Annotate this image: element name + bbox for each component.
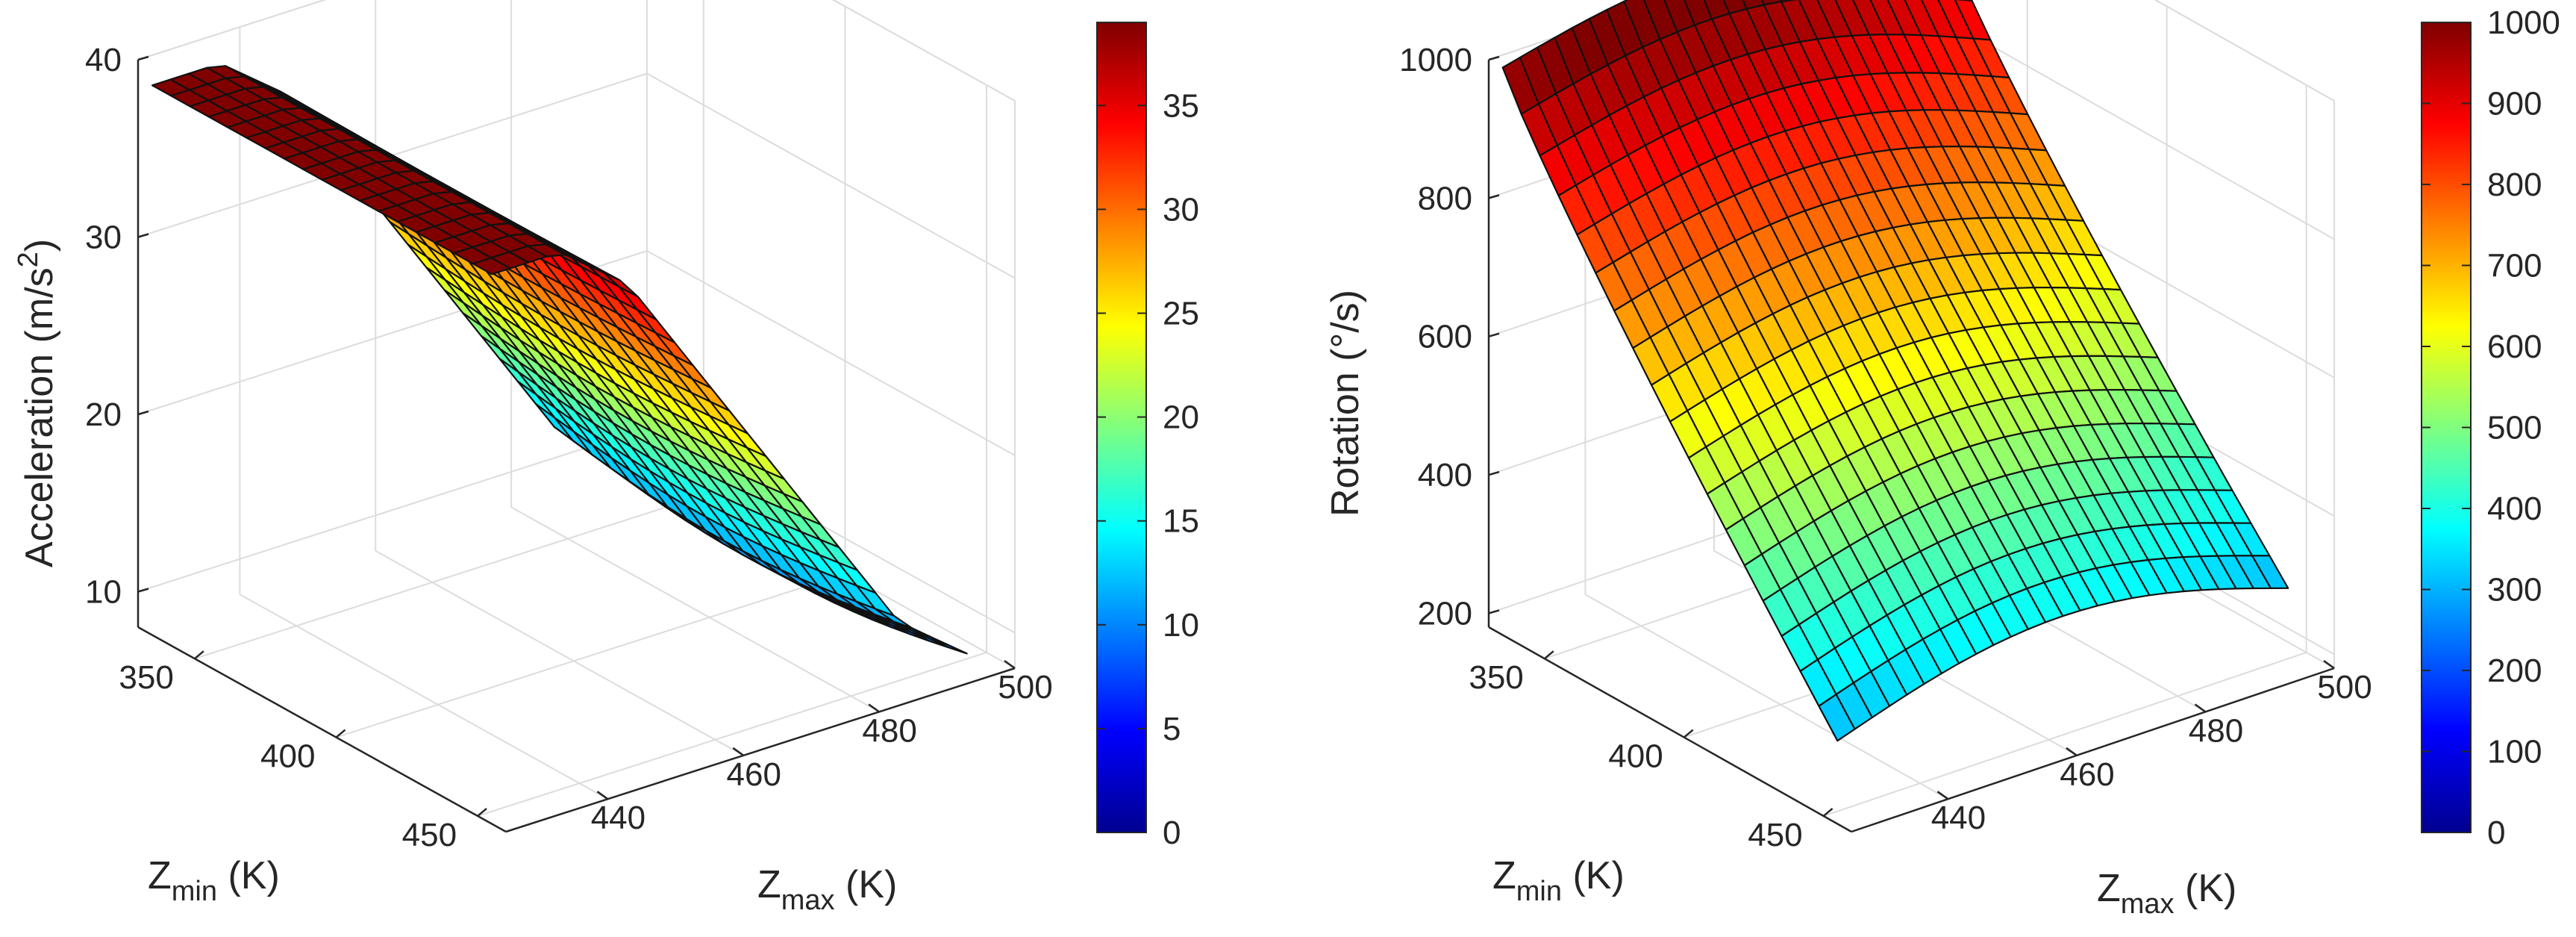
axes-lines [137,55,1016,833]
colorbar-ticks: 0 5 10 15 20 25 30 35 [1097,87,1199,851]
y-axis-label: Zmax (K) [757,863,897,916]
colorbar-tick-label: 30 [1163,191,1199,228]
z-axis-label: Acceleration (m/s2) [13,239,61,567]
x-axis-label: Zmin (K) [148,854,280,907]
x-axis-label: Zmin (K) [1492,854,1625,907]
colorbar-tick-label: 0 [1163,815,1181,851]
x-axis-line [137,626,507,833]
colorbar-tick-label: 200 [2487,653,2542,689]
tick-label: 400 [260,738,315,775]
colorbar-tick-label: 15 [1163,503,1199,540]
tick-labels: 10 20 30 40 350 400 450 440 460 480 500 [85,42,1053,853]
tick-label: 500 [2317,669,2372,706]
axes-lines [1487,55,2335,833]
tick-label: 450 [402,817,457,853]
tick-label: 400 [1608,738,1663,775]
surface-patch [472,257,511,276]
colorbar-tick-label: 10 [1163,607,1199,644]
surface-patch [1818,693,1856,742]
y-axis-line [1851,667,2335,833]
y-axis-label: Zmax (K) [2097,867,2236,920]
tick-label: 30 [85,220,122,256]
colorbar-tick-label: 25 [1163,295,1199,331]
colorbar-tick-label: 0 [2487,815,2505,851]
tick-labels: 200 400 600 800 1000 350 400 450 440 460 480 500 [1399,42,2372,853]
tick-label: 460 [727,756,781,793]
tick-label: 350 [119,659,173,696]
colorbar-tick-label: 35 [1163,87,1199,124]
colorbar-ticks: 0 100 200 300 400 500 600 700 800 900 1000 [2422,4,2560,851]
colorbar-tick-label: 800 [2487,166,2542,203]
tick-label: 460 [2060,756,2114,793]
surface-mesh [1501,0,2289,742]
tick-label: 480 [862,712,916,749]
tick-label: 20 [85,396,122,433]
colorbar [1096,22,1147,833]
colorbar-tick-label: 5 [1163,711,1181,747]
tick-label: 450 [1748,817,1802,853]
z-axis-label: Rotation (°/s) [1324,290,1367,517]
colorbar-tick-label: 300 [2487,572,2542,608]
tick-label: 40 [85,42,122,78]
surface-mesh [151,65,968,655]
tick-label: 800 [1418,180,1472,217]
x-axis-line [1488,626,1852,833]
colorbar-tick-label: 900 [2487,86,2542,122]
colorbar-tick-label: 400 [2487,491,2542,527]
tick-label: 200 [1418,595,1472,632]
colorbar-tick-label: 20 [1163,399,1199,436]
colorbar-tick-label: 100 [2487,734,2542,771]
tick-label: 440 [1931,800,1986,836]
colorbar-tick-label: 500 [2487,410,2542,446]
tick-label: 350 [1469,659,1523,696]
colorbar-tick-label: 700 [2487,248,2542,284]
tick-label: 440 [591,800,645,836]
tick-label: 1000 [1399,42,1472,78]
y-axis-line [505,667,1016,833]
tick-label: 10 [85,574,122,611]
colorbar-tick-label: 600 [2487,329,2542,365]
tick-label: 400 [1418,457,1472,494]
colorbar-tick-label: 1000 [2487,4,2560,41]
tick-label: 500 [998,669,1052,706]
tick-label: 600 [1418,319,1472,355]
tick-label: 480 [2189,712,2243,749]
